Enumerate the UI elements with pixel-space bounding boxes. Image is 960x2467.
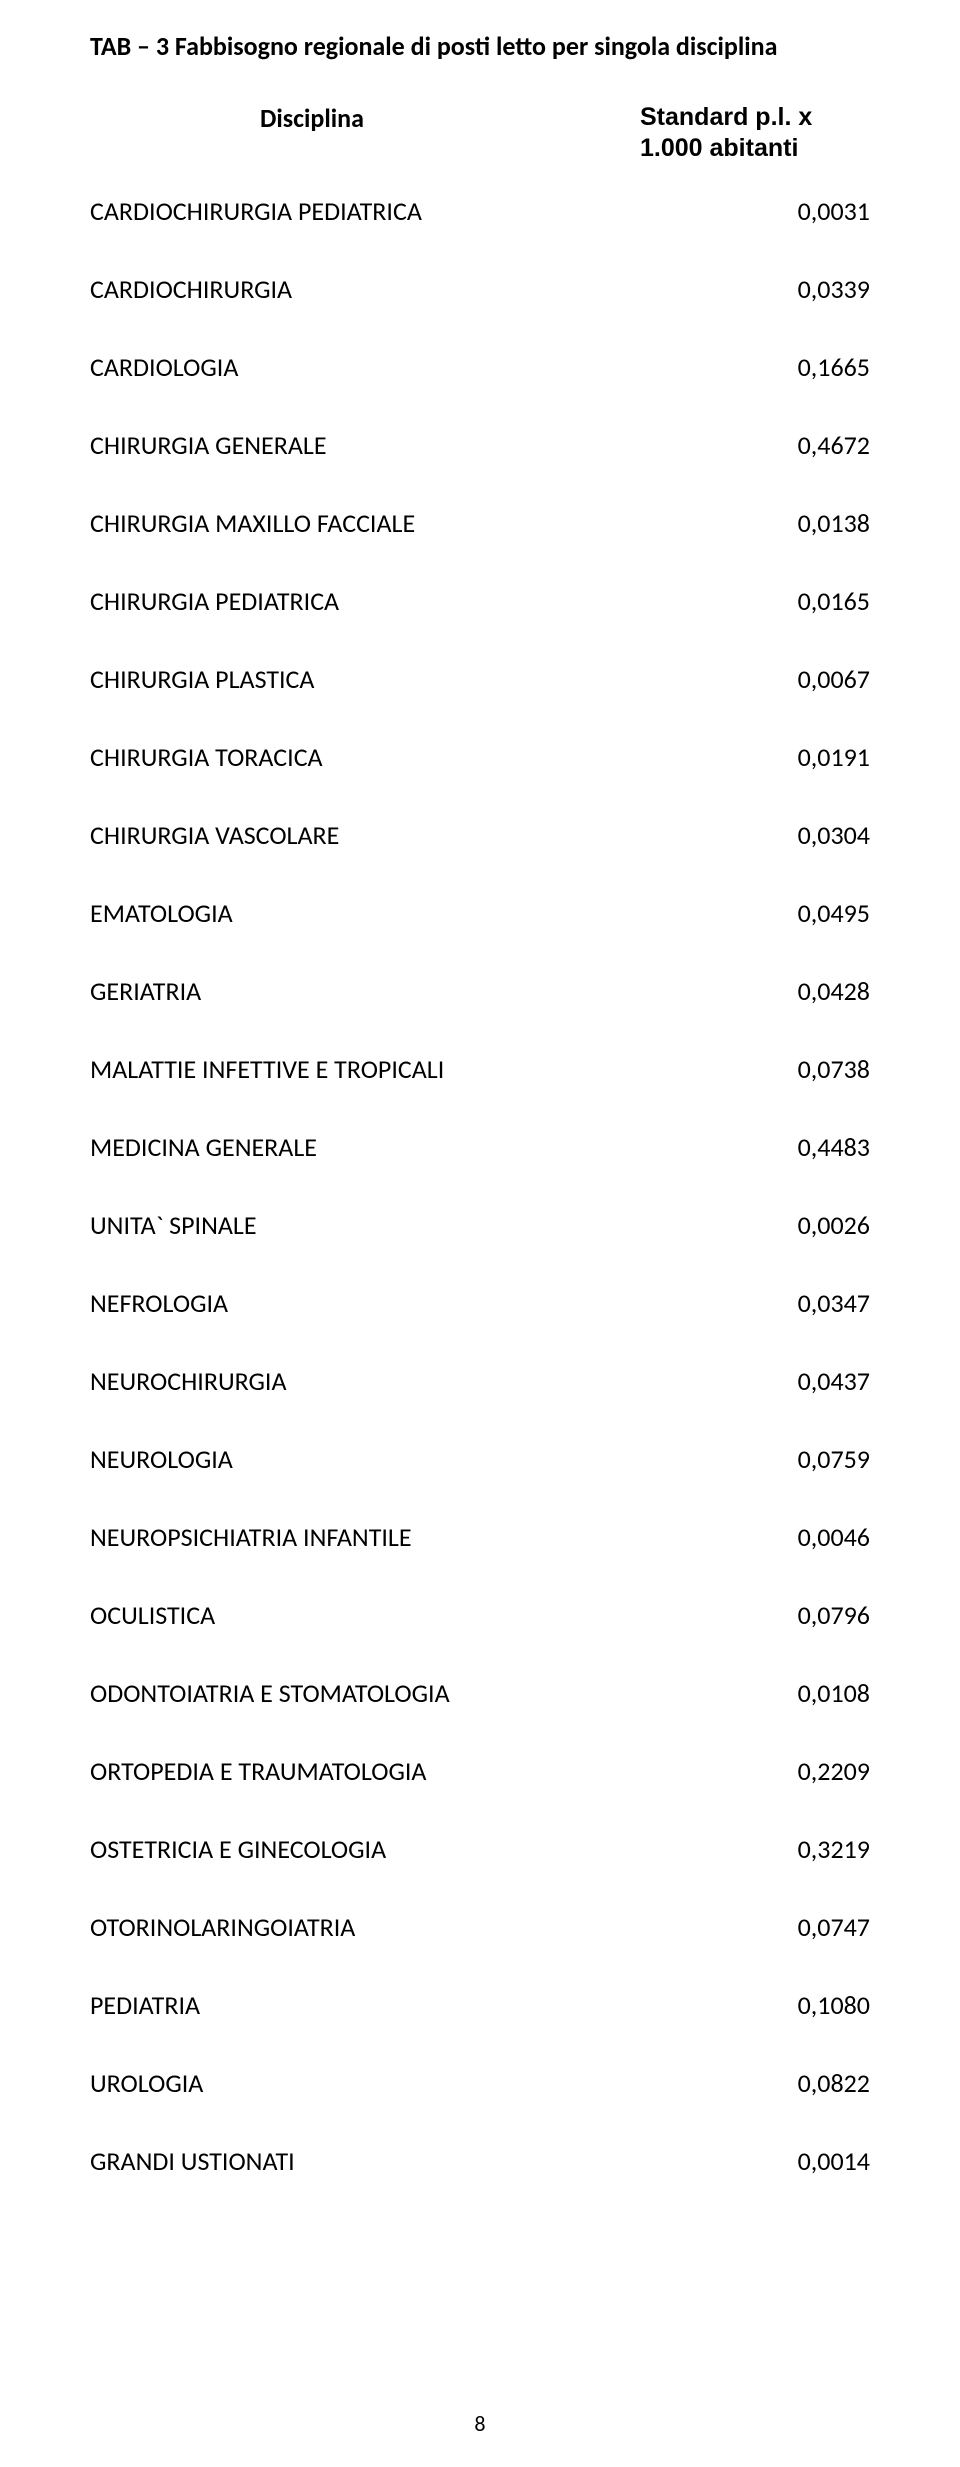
- row-label: GRANDI USTIONATI: [90, 2145, 750, 2177]
- table-row: CARDIOLOGIA 0,1665: [90, 351, 870, 383]
- row-value: 0,0747: [750, 1911, 870, 1943]
- table-row: MEDICINA GENERALE 0,4483: [90, 1131, 870, 1163]
- row-value: 0,0437: [750, 1365, 870, 1397]
- row-label: NEUROLOGIA: [90, 1443, 750, 1475]
- row-label: OCULISTICA: [90, 1599, 750, 1631]
- row-value: 0,0796: [750, 1599, 870, 1631]
- row-label: CHIRURGIA PEDIATRICA: [90, 585, 750, 617]
- header-standard-line1: Standard p.l. x: [640, 103, 812, 131]
- table-row: EMATOLOGIA 0,0495: [90, 897, 870, 929]
- table-row: OTORINOLARINGOIATRIA 0,0747: [90, 1911, 870, 1943]
- table-row: NEUROPSICHIATRIA INFANTILE 0,0046: [90, 1521, 870, 1553]
- row-label: UROLOGIA: [90, 2067, 750, 2099]
- table-row: ODONTOIATRIA E STOMATOLOGIA 0,0108: [90, 1677, 870, 1709]
- table-row: CHIRURGIA MAXILLO FACCIALE 0,0138: [90, 507, 870, 539]
- row-label: NEUROPSICHIATRIA INFANTILE: [90, 1521, 750, 1553]
- document-page: TAB – 3 Fabbisogno regionale di posti le…: [0, 0, 960, 2467]
- header-disciplina: Disciplina: [90, 102, 364, 134]
- row-label: NEFROLOGIA: [90, 1287, 750, 1319]
- row-value: 0,0191: [750, 741, 870, 773]
- row-label: EMATOLOGIA: [90, 897, 750, 929]
- row-value: 0,0495: [750, 897, 870, 929]
- row-value: 0,1665: [750, 351, 870, 383]
- row-label: ODONTOIATRIA E STOMATOLOGIA: [90, 1677, 750, 1709]
- row-label: OSTETRICIA E GINECOLOGIA: [90, 1833, 750, 1865]
- row-label: CHIRURGIA PLASTICA: [90, 663, 750, 695]
- table-row: CARDIOCHIRURGIA PEDIATRICA 0,0031: [90, 195, 870, 227]
- table-row: MALATTIE INFETTIVE E TROPICALI 0,0738: [90, 1053, 870, 1085]
- table-row: ORTOPEDIA E TRAUMATOLOGIA 0,2209: [90, 1755, 870, 1787]
- row-value: 0,2209: [750, 1755, 870, 1787]
- row-value: 0,1080: [750, 1989, 870, 2021]
- table-row: CHIRURGIA TORACICA 0,0191: [90, 741, 870, 773]
- row-label: OTORINOLARINGOIATRIA: [90, 1911, 750, 1943]
- table-row: OCULISTICA 0,0796: [90, 1599, 870, 1631]
- row-value: 0,0822: [750, 2067, 870, 2099]
- row-value: 0,4672: [750, 429, 870, 461]
- table-row: CHIRURGIA PLASTICA 0,0067: [90, 663, 870, 695]
- row-value: 0,0138: [750, 507, 870, 539]
- row-label: NEUROCHIRURGIA: [90, 1365, 750, 1397]
- row-label: CHIRURGIA VASCOLARE: [90, 819, 750, 851]
- row-label: MEDICINA GENERALE: [90, 1131, 750, 1163]
- row-value: 0,0165: [750, 585, 870, 617]
- header-standard: Standard p.l. x 1.000 abitanti: [640, 102, 870, 165]
- table-row: NEFROLOGIA 0,0347: [90, 1287, 870, 1319]
- page-number: 8: [0, 2410, 960, 2437]
- row-label: CHIRURGIA GENERALE: [90, 429, 750, 461]
- row-value: 0,0347: [750, 1287, 870, 1319]
- row-label: PEDIATRIA: [90, 1989, 750, 2021]
- table-row: CHIRURGIA VASCOLARE 0,0304: [90, 819, 870, 851]
- row-value: 0,0026: [750, 1209, 870, 1241]
- row-value: 0,0759: [750, 1443, 870, 1475]
- row-value: 0,0067: [750, 663, 870, 695]
- row-label: UNITA` SPINALE: [90, 1209, 750, 1241]
- row-value: 0,3219: [750, 1833, 870, 1865]
- row-value: 0,0046: [750, 1521, 870, 1553]
- table-row: UNITA` SPINALE 0,0026: [90, 1209, 870, 1241]
- row-label: MALATTIE INFETTIVE E TROPICALI: [90, 1053, 750, 1085]
- header-standard-line2: 1.000 abitanti: [640, 134, 798, 162]
- table-row: NEUROCHIRURGIA 0,0437: [90, 1365, 870, 1397]
- row-label: CHIRURGIA TORACICA: [90, 741, 750, 773]
- row-value: 0,0304: [750, 819, 870, 851]
- row-label: CARDIOCHIRURGIA PEDIATRICA: [90, 195, 750, 227]
- row-value: 0,0738: [750, 1053, 870, 1085]
- table-row: CHIRURGIA PEDIATRICA 0,0165: [90, 585, 870, 617]
- table-row: CARDIOCHIRURGIA 0,0339: [90, 273, 870, 305]
- page-title: TAB – 3 Fabbisogno regionale di posti le…: [90, 30, 870, 62]
- table-row: CHIRURGIA GENERALE 0,4672: [90, 429, 870, 461]
- table-row: PEDIATRIA 0,1080: [90, 1989, 870, 2021]
- row-value: 0,0428: [750, 975, 870, 1007]
- table-row: GRANDI USTIONATI 0,0014: [90, 2145, 870, 2177]
- table-row: UROLOGIA 0,0822: [90, 2067, 870, 2099]
- table-row: GERIATRIA 0,0428: [90, 975, 870, 1007]
- table-header: Disciplina Standard p.l. x 1.000 abitant…: [90, 102, 870, 165]
- row-label: CARDIOLOGIA: [90, 351, 750, 383]
- row-label: ORTOPEDIA E TRAUMATOLOGIA: [90, 1755, 750, 1787]
- row-value: 0,0339: [750, 273, 870, 305]
- table-row: OSTETRICIA E GINECOLOGIA 0,3219: [90, 1833, 870, 1865]
- row-label: GERIATRIA: [90, 975, 750, 1007]
- row-value: 0,0014: [750, 2145, 870, 2177]
- row-value: 0,0031: [750, 195, 870, 227]
- row-label: CARDIOCHIRURGIA: [90, 273, 750, 305]
- row-value: 0,0108: [750, 1677, 870, 1709]
- row-value: 0,4483: [750, 1131, 870, 1163]
- table-row: NEUROLOGIA 0,0759: [90, 1443, 870, 1475]
- row-label: CHIRURGIA MAXILLO FACCIALE: [90, 507, 750, 539]
